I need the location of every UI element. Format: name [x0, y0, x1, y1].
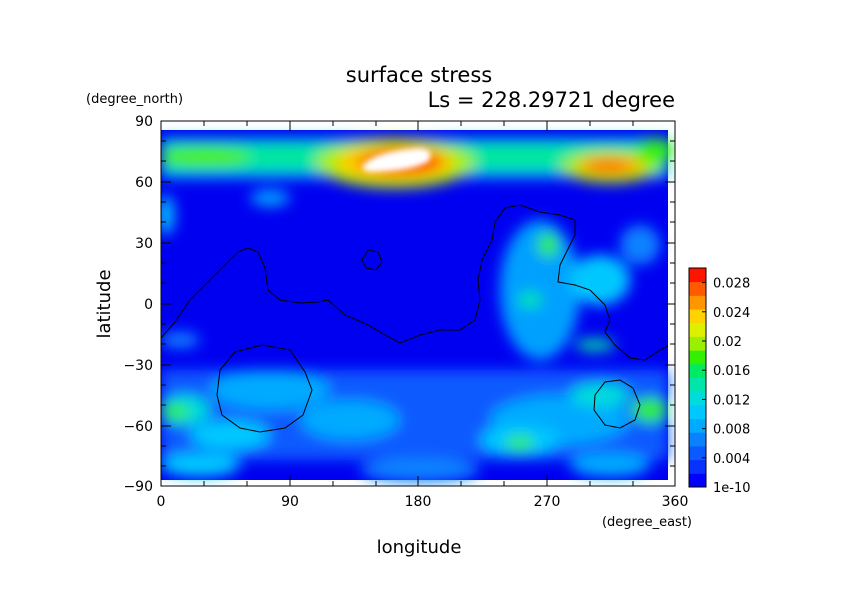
- y-tick-label: −60: [123, 419, 153, 435]
- colorbar-swatch: [689, 295, 706, 310]
- chart-subtitle: Ls = 228.29721 degree: [428, 88, 675, 112]
- colorbar-label: 0.02: [713, 335, 742, 350]
- colorbar-swatch: [689, 418, 706, 433]
- x-unit-label: (degree_east): [602, 515, 692, 530]
- x-tick-label: 180: [405, 494, 432, 510]
- colorbar-swatch: [689, 268, 706, 283]
- y-tick-label: −90: [123, 479, 153, 495]
- colorbar-label: 0.028: [713, 277, 750, 292]
- colorbar-swatch: [689, 391, 706, 406]
- colorbar-swatch: [689, 473, 706, 488]
- colorbar-label: 0.012: [713, 393, 750, 408]
- x-axis-label: longitude: [377, 537, 462, 558]
- colorbar: 1e-10 0.004 0.008 0.012 0.016 0.02 0.024 0.028: [688, 267, 751, 496]
- x-tick-label: 90: [281, 494, 299, 510]
- chart-title: surface stress: [346, 63, 492, 87]
- colorbar-label: 1e-10: [713, 481, 751, 496]
- y-tick-label: 0: [144, 297, 153, 313]
- colorbar-label: 0.004: [713, 452, 750, 467]
- colorbar-label: 0.024: [713, 306, 750, 321]
- colorbar-label: 0.008: [713, 423, 750, 438]
- y-tick-label: 60: [135, 175, 153, 191]
- colorbar-swatch: [689, 350, 706, 365]
- x-tick-label: 270: [534, 494, 561, 510]
- colorbar-swatch: [689, 432, 706, 447]
- colorbar-label: 0.016: [713, 364, 750, 379]
- heatmap-field: [161, 121, 675, 486]
- y-tick-label: 30: [135, 236, 153, 252]
- y-unit-label: (degree_north): [86, 92, 183, 107]
- y-tick-label: 90: [135, 114, 153, 130]
- colorbar-swatch: [689, 377, 706, 392]
- colorbar-swatch: [689, 322, 706, 337]
- x-tick-label: 0: [157, 494, 166, 510]
- topography-contours: [161, 204, 669, 433]
- x-tick-label: 360: [662, 494, 689, 510]
- y-tick-label: −30: [123, 358, 153, 374]
- colorbar-swatch: [689, 281, 706, 296]
- colorbar-swatch: [689, 404, 706, 420]
- colorbar-swatch: [689, 363, 706, 378]
- colorbar-swatch: [689, 336, 706, 351]
- colorbar-swatch: [689, 309, 706, 324]
- y-axis-label: latitude: [94, 269, 115, 338]
- colorbar-swatch: [689, 459, 706, 474]
- colorbar-swatch: [689, 445, 706, 461]
- tick-marks: [160, 120, 676, 487]
